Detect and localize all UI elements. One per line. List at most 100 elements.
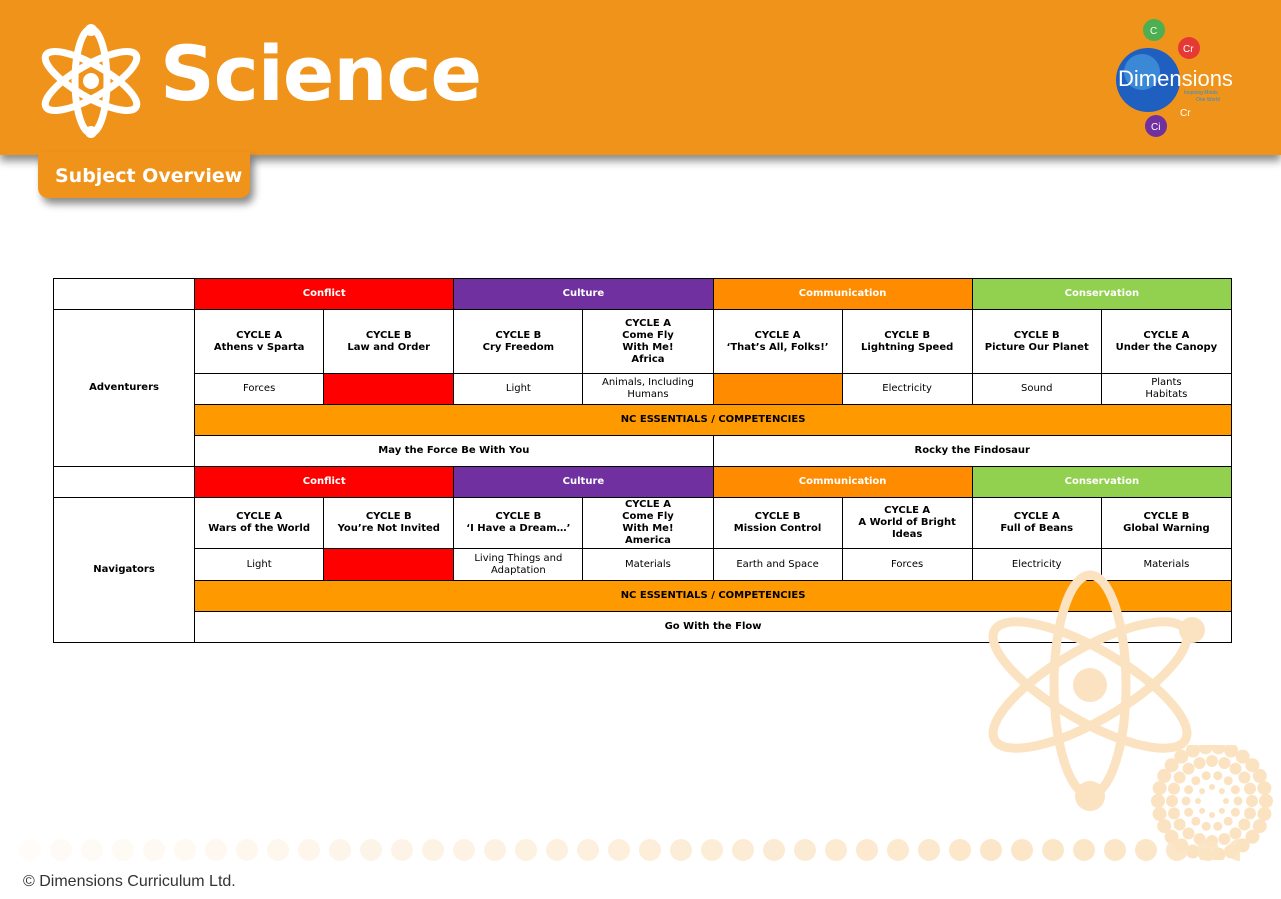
decorative-dot [1223, 816, 1233, 826]
decorative-dot [453, 839, 475, 861]
cycle-cell: CYCLE A Come Fly With Me! America [582, 497, 714, 549]
decorative-dot [1228, 839, 1240, 861]
decorative-dot [980, 839, 1002, 861]
decorative-dot [1182, 827, 1195, 840]
decorative-dot [267, 839, 289, 861]
decorative-dot [1198, 745, 1213, 755]
subject-overview-label: Subject Overview [55, 165, 243, 187]
decorative-dot [1230, 807, 1240, 817]
decorative-dot [1206, 755, 1218, 767]
decorative-dot [1166, 839, 1188, 861]
badge-ci-text: Ci [1151, 122, 1160, 133]
logo-text: Dimensions [1118, 66, 1233, 91]
topic-cell: Sound [971, 373, 1102, 405]
adventurers-essentials-row: NC ESSENTIALS / COMPETENCIES [54, 404, 1232, 436]
decorative-dot-row [19, 839, 1240, 861]
topic-cell: Living Things and Adaptation [453, 548, 584, 581]
navigators-theme-row: Conflict Culture Communication Conservat… [52, 466, 1233, 498]
copyright-text: © Dimensions Curriculum Ltd. [23, 873, 236, 890]
decorative-dot [360, 839, 382, 861]
decorative-dot [1218, 807, 1225, 814]
decorative-dot [1218, 833, 1231, 845]
cycle-cell: CYCLE B Global Warning [1100, 497, 1233, 549]
decorative-dot [1233, 796, 1243, 806]
decorative-dot [1173, 771, 1186, 784]
cycle-cell: CYCLE A A World of Bright Ideas [841, 497, 973, 549]
decorative-dot [1211, 745, 1226, 755]
dimensions-logo: C Cr Ci Cr Dimensions Inspiring Minds On… [1116, 19, 1233, 137]
decorative-dot [1184, 785, 1194, 795]
decorative-dot [1245, 829, 1260, 844]
adventurers-project-row: May the Force Be With You Rocky the Find… [54, 435, 1232, 467]
decorative-dot [484, 839, 506, 861]
decorative-dot [825, 839, 847, 861]
decorative-dot [1151, 794, 1165, 808]
decorative-dot [19, 839, 41, 861]
decorative-dot [1174, 749, 1189, 764]
badge-cr-text: Cr [1183, 44, 1194, 55]
decorative-dot [1011, 839, 1033, 861]
decorative-dot [329, 839, 351, 861]
decorative-dot [1230, 785, 1240, 795]
adventurers-theme-row: Conflict Culture Communication Conservat… [52, 278, 1233, 310]
decorative-dot [1191, 816, 1201, 826]
cycle-cell: CYCLE A Full of Beans [971, 497, 1102, 549]
decorative-dot [1191, 776, 1201, 786]
decorative-dot [670, 839, 692, 861]
decorative-dot [1224, 745, 1239, 758]
decorative-dot [1185, 844, 1200, 859]
nc-essentials-banner: NC ESSENTIALS / COMPETENCIES [194, 580, 1232, 612]
decorative-dot [1209, 784, 1215, 790]
decorative-dot [1193, 757, 1206, 769]
blank-cell [52, 466, 196, 498]
decorative-dot [546, 839, 568, 861]
decorative-dot [1201, 771, 1211, 781]
decorative-dot [298, 839, 320, 861]
logo-tagline-2: One World [1196, 97, 1220, 103]
topic-cell: Light [453, 373, 584, 405]
logo-tagline-1: Inspiring Minds [1184, 90, 1218, 96]
atom-icon [41, 24, 141, 138]
cycle-cell: CYCLE B ‘I Have a Dream…’ [453, 497, 584, 549]
cycle-cell: CYCLE B Law and Order [323, 309, 455, 374]
decorative-dot [1104, 839, 1126, 861]
theme-conservation: Conservation [971, 278, 1233, 310]
decorative-dot [1229, 762, 1242, 775]
cycle-cell: CYCLE B Cry Freedom [453, 309, 584, 374]
decorative-dot [1157, 819, 1172, 834]
decorative-dot [205, 839, 227, 861]
adventurers-topic-row: Forces Light Animals, Including Humans E… [54, 373, 1233, 405]
topic-cell: Forces [841, 548, 973, 581]
theme-communication: Communication [712, 466, 973, 498]
theme-culture: Culture [453, 466, 714, 498]
decorative-dot [1135, 839, 1157, 861]
background-atom-icon [988, 570, 1205, 811]
decorative-dot [1157, 768, 1172, 783]
decorative-dot [1252, 768, 1267, 783]
subject-overview-tab: Subject Overview [38, 152, 250, 198]
badge-c-text: C [1150, 26, 1157, 37]
cycle-cell: CYCLE B You’re Not Invited [323, 497, 455, 549]
decorative-dot [1223, 798, 1229, 804]
decorative-dot [887, 839, 909, 861]
decorative-dot [1213, 771, 1223, 781]
header-band [0, 0, 1281, 155]
project-cell: Rocky the Findosaur [712, 435, 1232, 467]
decorative-dot [1166, 795, 1178, 807]
blank-cell [52, 278, 196, 310]
decorative-dot [1073, 839, 1095, 861]
cycle-cell: CYCLE A ‘That’s All, Folks!’ [712, 309, 843, 374]
decorative-dot [1185, 745, 1200, 758]
decorative-dot [856, 839, 878, 861]
decorative-dot [732, 839, 754, 861]
decorative-dot [1181, 796, 1191, 806]
decorative-dot [81, 839, 103, 861]
decorative-dot [1199, 807, 1206, 814]
decorative-dot [1173, 818, 1186, 831]
topic-cell-empty [712, 373, 843, 405]
topic-cell: Plants Habitats [1100, 373, 1233, 405]
decorative-dot [949, 839, 971, 861]
decorative-dot [391, 839, 413, 861]
decorative-dot [1259, 794, 1273, 808]
decorative-dot [1197, 839, 1219, 861]
